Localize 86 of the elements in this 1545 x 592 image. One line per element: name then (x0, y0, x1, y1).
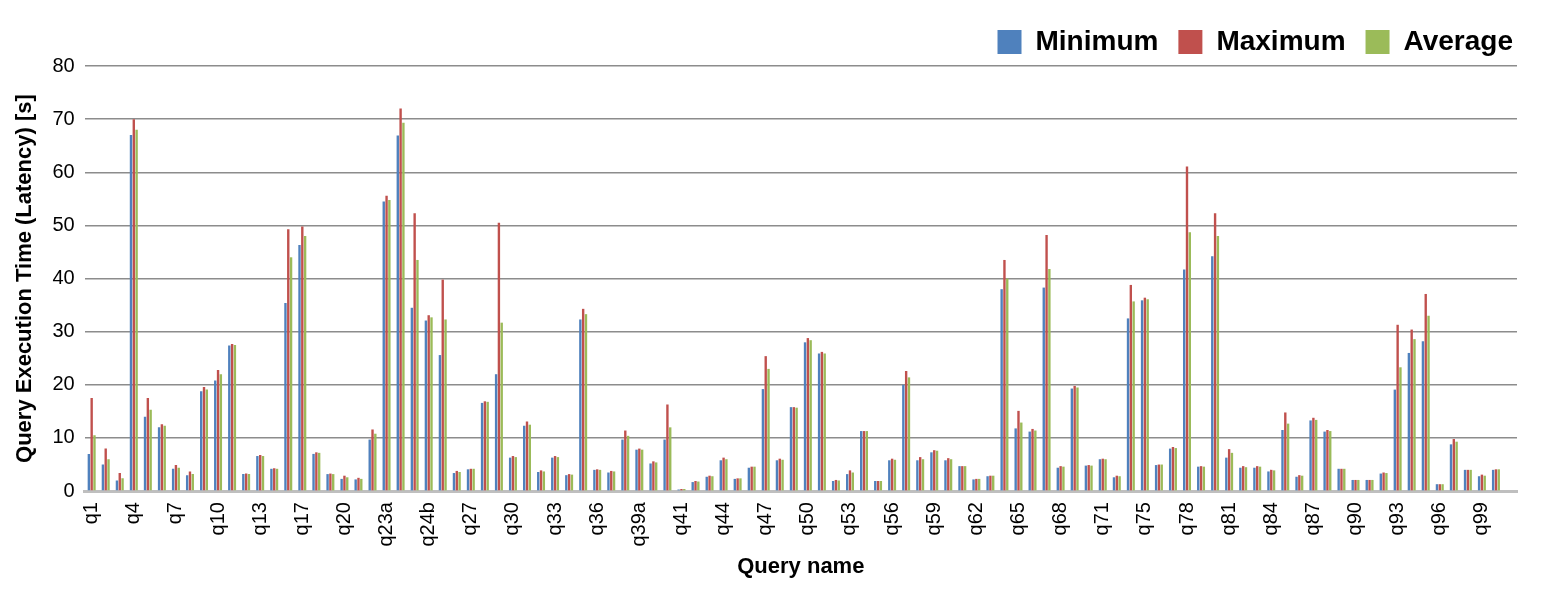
x-tick-label: q23a (374, 501, 397, 547)
bar (1281, 430, 1284, 491)
x-tick-label: q1 (79, 502, 102, 525)
y-tick-label: 60 (52, 159, 75, 182)
y-axis-title: Query Execution Time (Latency) [s] (11, 94, 37, 463)
bar (1396, 324, 1399, 491)
bar (1045, 234, 1048, 491)
bar (135, 129, 138, 491)
bar (1003, 259, 1006, 491)
x-tick-label: q84 (1258, 502, 1281, 536)
x-tick-label: q53 (837, 502, 860, 536)
x-tick-label: q99 (1469, 502, 1492, 536)
bar (1000, 289, 1003, 491)
bar (767, 368, 770, 491)
bar (107, 459, 110, 491)
bar (1225, 457, 1228, 491)
x-tick-label: q4 (121, 502, 144, 525)
y-tick-label: 20 (52, 372, 75, 395)
y-tick-label: 40 (52, 266, 75, 289)
bar (1132, 301, 1135, 491)
x-tick-label: q71 (1090, 502, 1113, 536)
bar (1014, 428, 1017, 491)
y-tick-label: 0 (63, 478, 75, 501)
x-tick-label: q39a (626, 501, 649, 547)
x-tick-label: q62 (963, 502, 986, 536)
bar (1410, 329, 1413, 491)
legend-label: Minimum (1035, 24, 1159, 56)
x-tick-label: q81 (1216, 502, 1239, 536)
x-tick-label: q30 (500, 502, 523, 536)
bar (579, 319, 582, 491)
bar (284, 303, 287, 491)
x-tick-label: q13 (247, 502, 270, 536)
bar (385, 195, 388, 491)
bar (399, 108, 402, 491)
x-tick-label: q17 (289, 502, 312, 536)
bar (301, 226, 304, 491)
y-tick-label: 70 (52, 106, 75, 129)
bar (90, 398, 93, 491)
x-tick-label: q7 (163, 502, 186, 525)
bar (1048, 268, 1051, 491)
x-tick-label: q90 (1343, 502, 1366, 536)
y-tick-label: 50 (52, 212, 75, 235)
bar (149, 409, 152, 491)
x-tick-label: q44 (711, 502, 734, 536)
x-tick-label: q96 (1427, 502, 1450, 536)
x-tick-label: q24b (416, 502, 439, 547)
bar (402, 122, 405, 491)
x-tick-label: q36 (584, 502, 607, 536)
x-tick-label: q50 (795, 502, 818, 536)
x-tick-label: q27 (458, 502, 481, 536)
bar (371, 429, 374, 491)
x-tick-label: q41 (668, 502, 691, 536)
bar (416, 259, 419, 491)
bar (388, 199, 391, 491)
x-tick-label: q20 (331, 502, 354, 536)
x-axis-title: Query name (737, 552, 865, 578)
x-tick-label: q87 (1300, 502, 1323, 536)
bar (298, 245, 301, 491)
x-tick-label: q47 (753, 502, 776, 536)
bar (902, 384, 905, 491)
bar (663, 439, 666, 491)
x-tick-label: q33 (542, 502, 565, 536)
bar (621, 439, 624, 491)
bar (1017, 410, 1020, 491)
bar (1413, 339, 1416, 491)
bar (1427, 315, 1430, 491)
legend-label: Average (1403, 24, 1514, 56)
y-tick-label: 30 (52, 319, 75, 342)
bar (374, 433, 377, 491)
bar (1399, 367, 1402, 491)
y-tick-label: 10 (52, 425, 75, 448)
x-tick-label: q93 (1385, 502, 1408, 536)
x-tick-label: q10 (205, 502, 228, 536)
x-tick-label: q75 (1132, 502, 1155, 536)
x-tick-label: q68 (1048, 502, 1071, 536)
x-tick-label: q78 (1174, 502, 1197, 536)
x-tick-label: q56 (879, 502, 902, 536)
bar (444, 319, 447, 491)
legend-label: Maximum (1216, 24, 1346, 56)
y-tick-label: 80 (52, 53, 75, 76)
x-tick-label: q65 (1006, 502, 1028, 536)
bar (93, 435, 96, 491)
bar (666, 404, 669, 491)
bar (121, 478, 124, 491)
x-tick-label: q59 (921, 502, 944, 536)
bar (413, 213, 416, 491)
